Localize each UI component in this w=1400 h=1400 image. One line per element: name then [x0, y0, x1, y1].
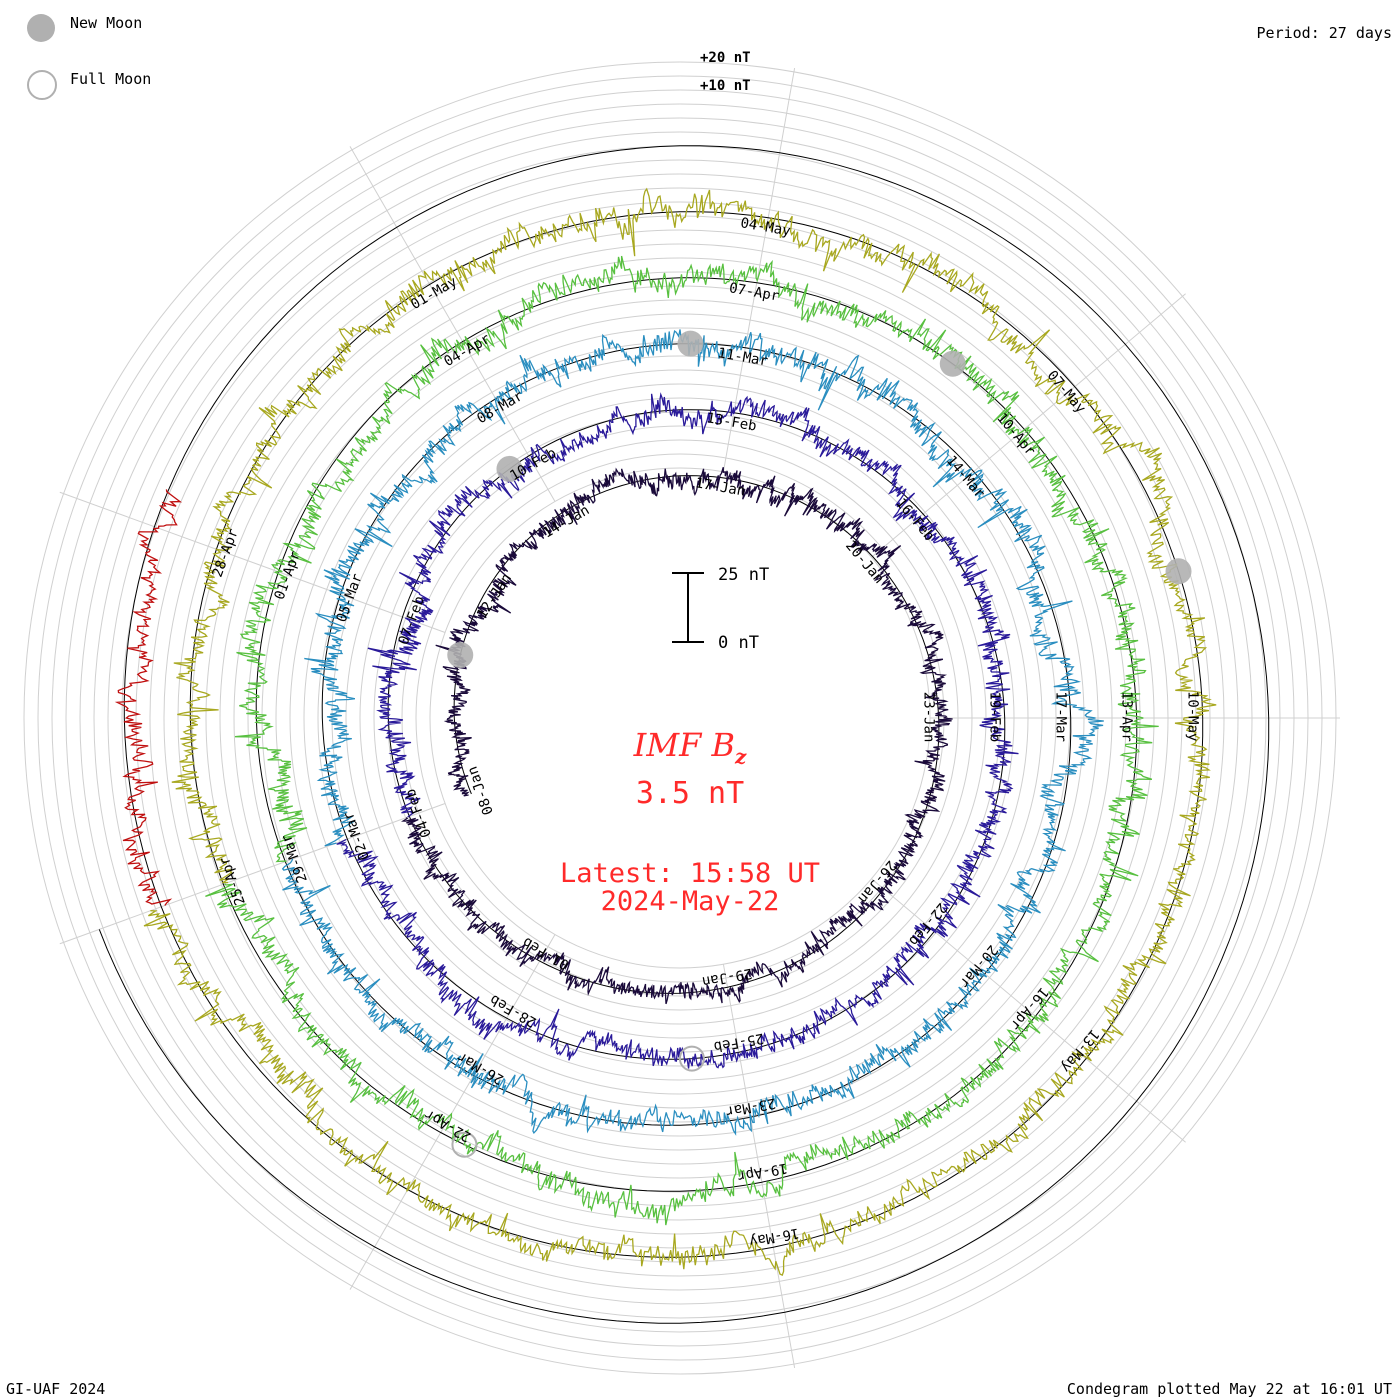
new-moon-marker: [1165, 558, 1192, 585]
date-label: 10-May: [1185, 691, 1201, 742]
date-label: 13-Apr: [1119, 691, 1135, 742]
date-label: 19-Apr: [736, 1159, 789, 1184]
grid-spoke: [871, 293, 1186, 558]
date-label: 23-Mar: [724, 1095, 777, 1120]
grid-spoke: [349, 146, 556, 502]
grid-spoke: [722, 964, 796, 1369]
date-label: 29-Mar: [279, 832, 311, 885]
chart-title-main: IMF B: [633, 726, 735, 764]
date-label: 02-Mar: [341, 809, 373, 862]
latest-date: 2024-May-22: [600, 886, 780, 917]
new-moon-marker: [447, 641, 474, 668]
latest-time: Latest: 15:58 UT: [559, 858, 821, 889]
date-label: 17-Mar: [1053, 691, 1069, 742]
date-label: 19-Feb: [987, 692, 1003, 743]
scale-bar-bottom-label: 0 nT: [718, 633, 759, 653]
date-label: 29-Jan: [701, 965, 754, 990]
series-rotation-5: [114, 489, 183, 906]
date-label: 07-Apr: [728, 280, 781, 304]
full-moon-marker: [678, 1045, 705, 1072]
date-label: 08-Jan: [465, 764, 497, 817]
grid-circle: [387, 425, 973, 1011]
series-rotation-0: [400, 467, 953, 1005]
footer-credit: GI-UAF 2024: [6, 1380, 106, 1398]
date-label: 28-Apr: [210, 527, 242, 580]
grid-spoke: [59, 803, 446, 945]
scale-bar: 25 nT 0 nT: [672, 565, 769, 653]
series-rotation-2: [281, 329, 1104, 1136]
current-value: 3.5 nT: [635, 776, 745, 811]
grid-spoke: [722, 67, 796, 472]
date-label: 01-Apr: [272, 549, 304, 602]
series-rotation-3: [205, 255, 1159, 1226]
grid-spoke: [59, 491, 446, 633]
ring-label-plus10: +10 nT: [700, 78, 751, 94]
footer-plotted: Condegram plotted May 22 at 16:01 UT: [1066, 1380, 1392, 1398]
new-moon-marker: [496, 455, 523, 482]
date-label: 16-Feb: [892, 495, 937, 544]
new-moon-legend-label: New Moon: [70, 14, 143, 32]
scale-bar-top-label: 25 nT: [718, 565, 769, 585]
grid-spoke: [871, 878, 1186, 1143]
date-label: 25-Apr: [217, 854, 249, 907]
date-label: 23-Jan: [921, 692, 937, 743]
date-label: 25-Feb: [712, 1030, 765, 1055]
date-label: 04-Feb: [403, 787, 435, 840]
series-rotation-1: [336, 392, 1019, 1069]
period-label: Period: 27 days: [1256, 24, 1392, 42]
polar-grid: [23, 61, 1340, 1375]
new-moon-marker: [677, 330, 704, 357]
full-moon-marker: [451, 1131, 478, 1158]
grid-spoke: [349, 934, 556, 1290]
new-moon-marker: [939, 350, 966, 377]
date-label: 26-Mar: [455, 1048, 507, 1087]
ring-label-plus20: +20 nT: [700, 50, 751, 66]
series-rotation-4: [143, 187, 1217, 1276]
series-layer: [114, 187, 1217, 1276]
new-moon-legend-icon: [27, 14, 55, 42]
chart-title-subscript: z: [734, 744, 747, 769]
date-label: 10-Apr: [993, 410, 1038, 459]
full-moon-legend-icon: [27, 70, 57, 100]
chart-title: IMF Bz: [540, 726, 840, 768]
moon-markers: [447, 330, 1192, 1158]
date-label: 28-Feb: [487, 991, 539, 1030]
full-moon-legend-label: Full Moon: [70, 70, 152, 88]
date-label: 26-Jan: [854, 857, 899, 906]
